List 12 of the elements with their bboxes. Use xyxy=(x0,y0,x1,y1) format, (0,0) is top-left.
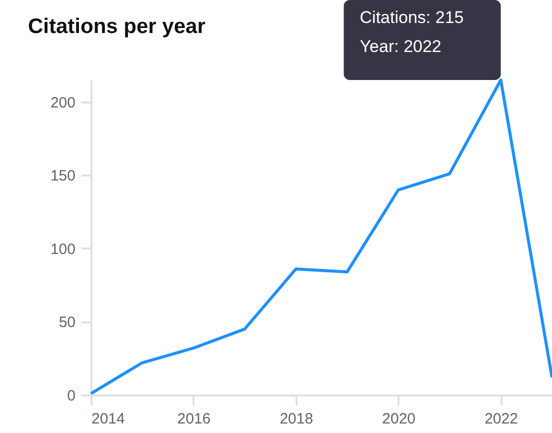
annotation: Citations: 215 Year: 2022 xyxy=(360,8,464,56)
chart-title: Citations per year xyxy=(28,15,206,38)
y-tick-label: 200 xyxy=(50,94,76,112)
x-tick-label: 2022 xyxy=(484,410,518,428)
y-tick-label: 150 xyxy=(50,168,76,185)
y-tick-label: 50 xyxy=(58,314,76,332)
x-tick-label: 2020 xyxy=(382,410,416,428)
x-tick-label: 2016 xyxy=(177,410,211,428)
y-tick-label: 100 xyxy=(50,240,76,258)
x-tick-label: 2014 xyxy=(92,410,125,428)
x-tick-label: 2018 xyxy=(280,410,314,428)
y-tick-label: 0 xyxy=(67,388,76,404)
